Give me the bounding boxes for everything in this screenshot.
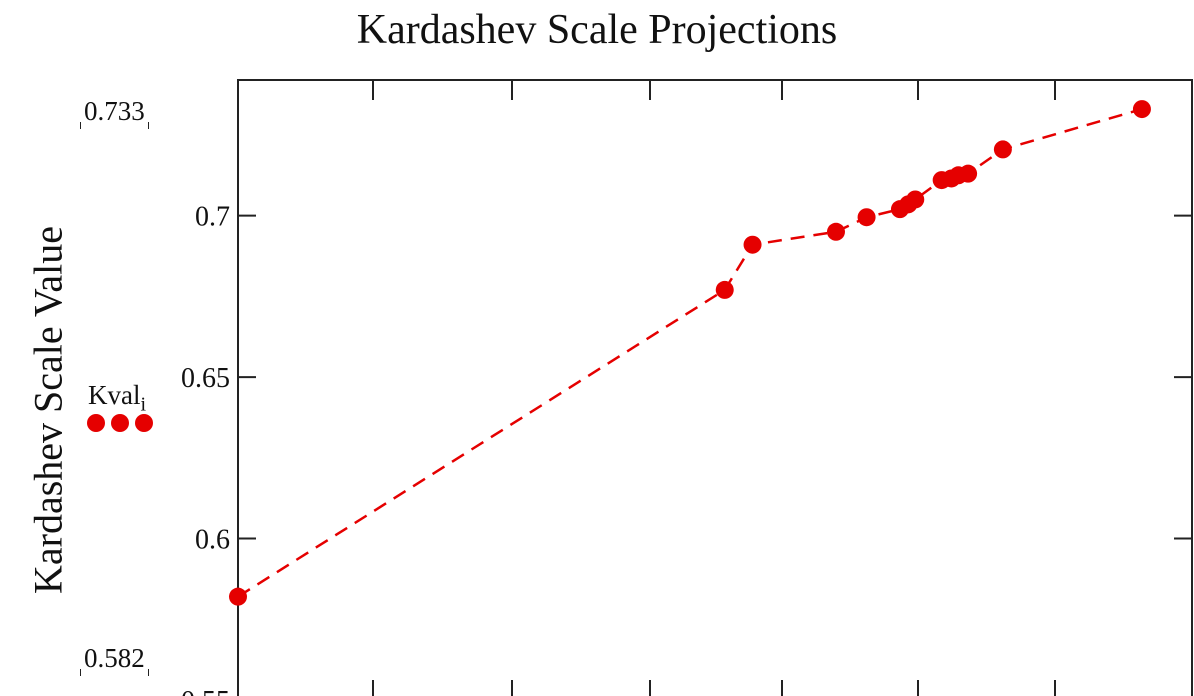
data-point-1 [716, 281, 734, 299]
legend-marker-1 [111, 414, 129, 432]
plot-axes [238, 80, 1192, 696]
y-tick-label-0: 0.55 [181, 686, 230, 696]
legend-marker-2 [135, 414, 153, 432]
y-tick-label-1: 0.6 [195, 525, 230, 556]
y-tick-label-3: 0.7 [195, 202, 230, 233]
legend-markers [87, 414, 153, 432]
data-point-0 [229, 588, 247, 606]
y-tick-labels: 0.55 0.6 0.65 0.7 [181, 202, 230, 696]
y-tick-label-2: 0.65 [181, 363, 230, 394]
data-point-13 [1133, 100, 1151, 118]
data-point-7 [906, 190, 924, 208]
legend-marker-0 [87, 414, 105, 432]
plot-frame [238, 80, 1192, 696]
data-point-3 [827, 223, 845, 241]
data-point-12 [994, 140, 1012, 158]
data-point-2 [744, 236, 762, 254]
data-point-11 [959, 165, 977, 183]
data-point-4 [858, 208, 876, 226]
series-line [238, 109, 1142, 597]
series-kval [229, 100, 1151, 606]
